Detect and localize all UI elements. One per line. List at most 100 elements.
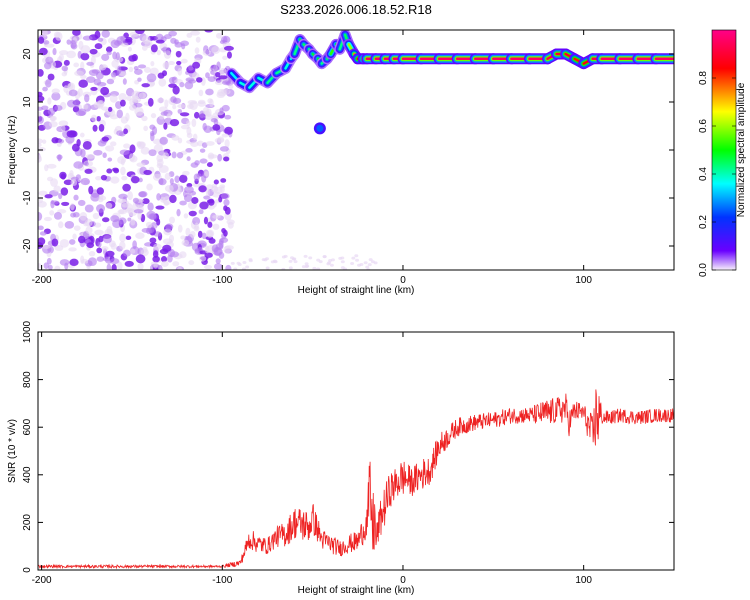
spectrogram-noise-blob — [223, 156, 230, 162]
spectrogram-noise-blob — [112, 51, 117, 60]
spectrogram-noise-blob — [130, 218, 136, 226]
spectrogram-noise-blob — [351, 256, 356, 260]
spectrogram-noise-blob — [61, 65, 69, 72]
spectrogram-noise-blob — [220, 193, 230, 200]
spectrogram-noise-blob — [192, 133, 198, 141]
spectrogram-noise-blob — [169, 251, 180, 258]
spectrogram-noise-blob — [365, 265, 370, 269]
spectrogram-noise-blob — [38, 36, 45, 44]
spectrogram-noise-blob — [38, 95, 45, 103]
spectrogram-noise-blob — [132, 240, 137, 250]
spectrogram-noise-blob — [38, 153, 41, 163]
spectrogram-noise-blob — [207, 221, 213, 228]
spectrogram-noise-blob — [96, 247, 103, 254]
spectrogram-noise-blob — [373, 261, 378, 265]
spectrogram-noise-blob — [181, 239, 190, 246]
spectrogram-noise-blob — [175, 50, 182, 58]
spectrogram-noise-blob — [180, 124, 190, 130]
spectrogram-noise-blob — [138, 141, 146, 148]
spectrogram-noise-blob — [43, 262, 49, 269]
spectrogram-noise-blob — [111, 59, 119, 68]
spectrogram-noise-blob — [140, 146, 150, 155]
spectrogram-noise-blob — [153, 144, 164, 153]
spectrogram-noise-blob — [188, 210, 197, 217]
spectrogram-noise-blob — [265, 266, 270, 270]
spectrogram-noise-blob — [186, 156, 191, 162]
spectrogram-noise-blob — [205, 88, 214, 96]
spectrogram-noise-blob — [38, 68, 44, 77]
spectrogram-noise-blob — [84, 218, 93, 227]
spectrogram-noise-blob — [210, 64, 217, 70]
spectrogram-noise-blob — [205, 72, 210, 79]
spectrogram-noise-blob — [194, 111, 200, 119]
spectrogram-noise-blob — [60, 187, 69, 196]
spectrogram-noise-blob — [197, 230, 203, 239]
spectrogram-noise-blob — [120, 42, 129, 47]
spectrogram-noise-blob — [84, 204, 94, 213]
spectrogram-noise-blob — [177, 224, 183, 233]
spectrogram-noise-blob — [110, 242, 117, 250]
spectrogram-noise-blob — [340, 266, 345, 270]
spectrogram-noise-blob — [94, 229, 104, 236]
spectrogram-noise-blob — [80, 52, 90, 61]
spectrogram-noise-blob — [221, 80, 232, 86]
spectrogram-noise-blob — [177, 266, 183, 270]
spectrogram-noise-blob — [152, 173, 162, 181]
spectrogram-noise-blob — [150, 44, 158, 53]
spectrogram-noise-blob — [84, 94, 90, 103]
spectrogram-noise-blobs — [38, 30, 378, 270]
spectrogram-noise-blob — [138, 92, 147, 99]
spectrogram-x-ticks: -200 -100 0 100 — [32, 30, 592, 286]
spectrogram-noise-blob — [164, 99, 169, 108]
spectrogram-noise-blob — [120, 166, 126, 176]
spectrogram-noise-blob — [106, 263, 112, 270]
spectrogram-noise-blob — [177, 104, 186, 109]
spectrogram-noise-blob — [141, 83, 150, 88]
spectrogram-noise-blob — [184, 185, 194, 194]
spectrogram-noise-blob — [190, 30, 201, 36]
spectrogram-noise-blob — [176, 208, 181, 217]
spectrogram-noise-blob — [59, 50, 69, 56]
spectrogram-noise-blob — [224, 139, 230, 148]
spectrogram-noise-blob — [125, 112, 130, 122]
x-tick-label: -200 — [32, 275, 52, 286]
snr-series-line — [38, 389, 674, 570]
spectrogram-noise-blob — [368, 258, 373, 262]
spectrogram-noise-blob — [270, 260, 275, 264]
spectrogram-noise-blob — [54, 245, 64, 251]
spectrogram-noise-blob — [53, 185, 61, 193]
spectrogram-noise-blob — [102, 152, 107, 159]
spectrogram-noise-blob — [49, 115, 57, 122]
spectrogram-noise-blob — [93, 149, 103, 156]
spectrogram-noise-blob — [213, 263, 223, 270]
spectrogram-noise-blob — [218, 75, 228, 80]
spectrogram-y-axis-label: Frequency (Hz) — [7, 116, 18, 185]
spectrogram-noise-blob — [199, 201, 209, 210]
spectrogram-noise-blob — [236, 261, 241, 265]
spectrogram-noise-blob — [168, 61, 175, 66]
spectrogram-y-ticks: -20 -10 0 10 20 — [22, 48, 674, 253]
spectrogram-noise-blob — [84, 168, 93, 174]
spectrogram-noise-blob — [204, 171, 210, 177]
spectrogram-noise-blob — [45, 43, 55, 48]
spectrogram-noise-blob — [135, 254, 146, 264]
spectrogram-noise-blob — [168, 234, 175, 243]
spectrogram-noise-blob — [109, 94, 118, 103]
spectrogram-noise-blob — [61, 201, 70, 207]
spectrogram-noise-blob — [52, 47, 57, 56]
spectrogram-noise-blob — [48, 120, 58, 128]
spectrogram-noise-blob — [38, 212, 43, 221]
colorbar-tick-label: 0.4 — [698, 167, 709, 181]
spectrogram-noise-blob — [106, 51, 112, 56]
y-tick-label: 400 — [22, 466, 33, 483]
spectrogram-noise-blob — [207, 198, 215, 206]
spectrogram-noise-blob — [219, 107, 224, 114]
spectrogram-noise-blob — [116, 109, 124, 119]
x-tick-label: -100 — [212, 275, 232, 286]
spectrogram-noise-blob — [66, 39, 72, 45]
spectrogram-noise-blob — [242, 260, 247, 264]
spectrogram-noise-blob — [163, 34, 172, 40]
spectrogram-noise-blob — [125, 235, 132, 240]
spectrogram-noise-blob — [164, 185, 174, 193]
spectrogram-noise-blob — [191, 197, 199, 204]
